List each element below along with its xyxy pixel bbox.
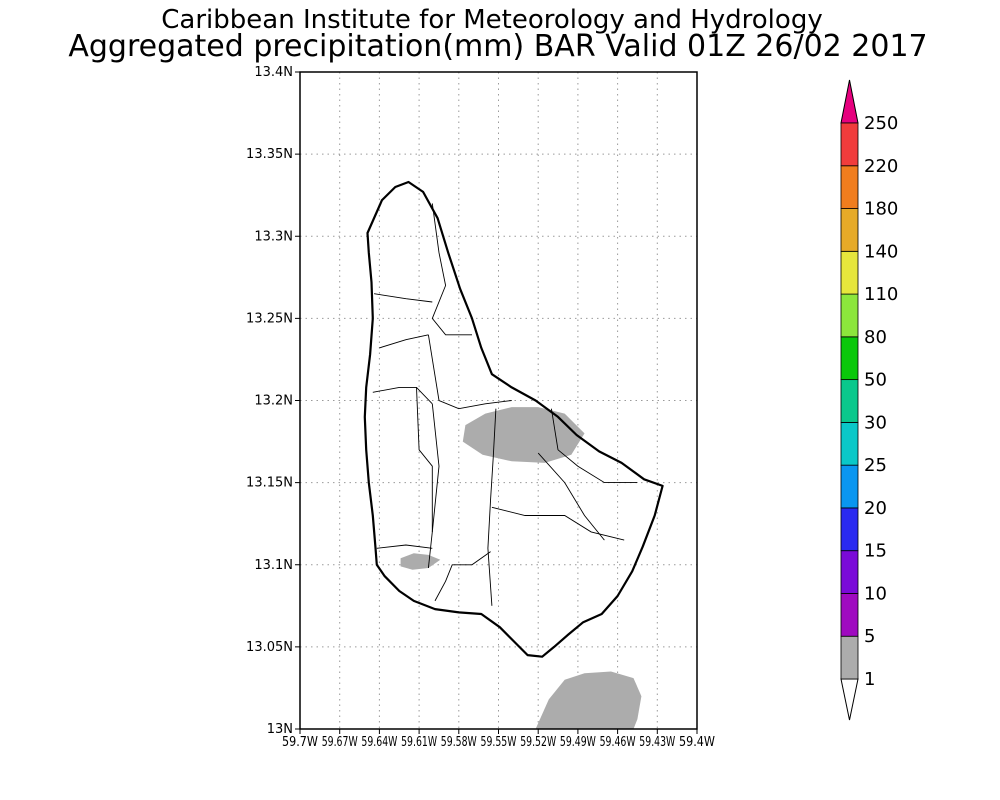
latitude-tick-label: 13.35N	[246, 147, 293, 162]
colorbar-label: 10	[864, 583, 887, 604]
colorbar-label: 30	[864, 412, 887, 433]
colorbar-label: 5	[864, 626, 875, 647]
colorbar-label: 180	[864, 199, 898, 220]
latitude-tick-label: 13N	[267, 722, 293, 737]
latitude-tick-label: 13.2N	[254, 394, 293, 409]
longitude-tick-label: 59.64W	[361, 735, 397, 750]
parish-boundary-line	[491, 506, 625, 541]
latitude-tick-label: 13.3N	[254, 229, 293, 244]
colorbar-swatch	[840, 379, 859, 423]
longitude-tick-label: 59.67W	[322, 735, 358, 750]
parish-boundaries	[372, 203, 638, 606]
parish-boundary-line	[376, 544, 433, 549]
colorbar-label: 250	[864, 113, 898, 134]
colorbar-swatch	[840, 122, 859, 167]
colorbar-swatch	[840, 293, 859, 338]
latitude-tick-label: 13.25N	[246, 311, 293, 326]
coastline	[363, 180, 664, 658]
offshore-rain-area	[535, 671, 642, 729]
colorbar-swatch	[840, 421, 859, 466]
parish-boundary-line	[537, 452, 605, 541]
longitude-tick-label: 59.4W	[679, 735, 715, 750]
colorbar-label: 25	[864, 455, 887, 476]
parish-boundary-line	[427, 334, 512, 410]
colorbar-swatch	[840, 336, 859, 381]
colorbar-swatch	[840, 550, 859, 594]
parish-boundary-line	[374, 293, 433, 303]
longitude-tick-label: 59.46W	[600, 735, 636, 750]
longitude-axis: 59.7W 59.67W 59.64W 59.61W 59.58W 59.55W 59.52…	[282, 729, 715, 750]
longitude-tick-label: 59.58W	[441, 735, 477, 750]
latitude-axis: 13.4N 13.35N 13.3N 13.25N 13.2N 13.15N 13.1N 13…	[246, 65, 300, 737]
parish-boundary-line	[550, 408, 638, 484]
longitude-tick-label: 59.52W	[520, 735, 556, 750]
parish-boundary-line	[431, 403, 440, 532]
colorbar-swatch	[840, 593, 859, 637]
colorbar-label: 50	[864, 370, 887, 391]
parish-boundary-line	[372, 386, 433, 405]
colorbar-swatch	[840, 464, 859, 509]
longitude-tick-label: 59.7W	[282, 735, 318, 750]
colorbar-label: 15	[864, 541, 887, 562]
longitude-tick-label: 59.49W	[560, 735, 596, 750]
barbados-coastline	[363, 180, 664, 658]
longitude-tick-label: 59.61W	[401, 735, 437, 750]
product-title: Aggregated precipitation(mm) BAR Valid 0…	[68, 29, 927, 64]
colorbar-swatch	[840, 208, 859, 252]
longitude-tick-label: 59.55W	[481, 735, 517, 750]
parish-boundary-line	[416, 387, 433, 569]
colorbar-label: 80	[864, 327, 887, 348]
latitude-tick-label: 13.1N	[254, 558, 293, 573]
institution-title: Caribbean Institute for Meteorology and …	[161, 5, 822, 35]
colorbar-label: 220	[864, 156, 898, 177]
colorbar-swatch	[840, 165, 859, 209]
latitude-tick-label: 13.4N	[254, 65, 293, 80]
parish-boundary-line	[434, 551, 491, 602]
map-frame: 13.4N 13.35N 13.3N 13.25N 13.2N 13.15N 13.1N 13…	[246, 65, 715, 750]
colorbar-swatch	[840, 507, 859, 552]
parish-boundary-line	[487, 408, 497, 606]
colorbar-swatch	[840, 250, 859, 295]
colorbar-label: 1	[864, 669, 875, 690]
colorbar-label: 110	[864, 284, 898, 305]
southwest-rain-area	[400, 553, 441, 570]
longitude-tick-label: 59.43W	[639, 735, 675, 750]
latitude-tick-label: 13.05N	[246, 640, 293, 655]
colorbar-swatch	[840, 635, 859, 680]
latitude-tick-label: 13.15N	[246, 476, 293, 491]
parish-boundary-line	[431, 203, 472, 336]
colorbar-label: 140	[864, 241, 898, 262]
rain-layer	[400, 407, 642, 729]
colorbar-label: 20	[864, 498, 887, 519]
central-rain-area	[462, 407, 585, 463]
parish-boundary-line	[379, 334, 429, 349]
